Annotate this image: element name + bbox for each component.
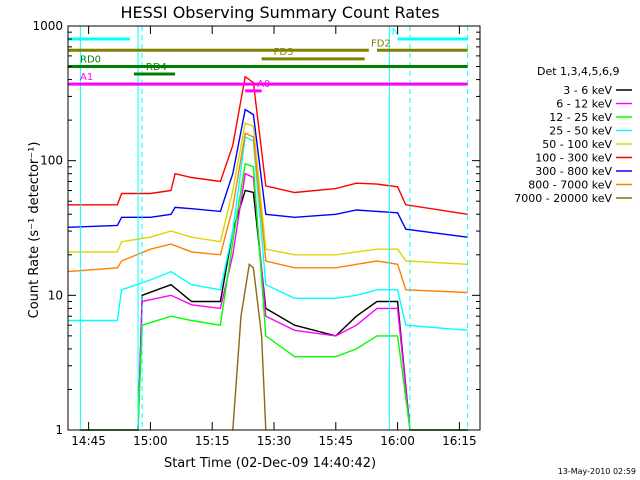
legend-label-8: 7000 - 20000 keV xyxy=(514,192,612,205)
series-line-7 xyxy=(67,132,468,294)
y-tick-label-2: 100 xyxy=(40,154,63,168)
x-tick-label-3: 15:30 xyxy=(257,434,292,448)
flag-label-n: N xyxy=(392,27,399,38)
legend-label-2: 12 - 25 keV xyxy=(549,111,612,124)
series-line-1 xyxy=(80,172,468,431)
markers-layer xyxy=(79,26,469,430)
y-axis-label: Count Rate (s⁻¹ detector⁻¹) xyxy=(27,142,42,319)
timestamp: 13-May-2010 02:59 xyxy=(558,467,636,476)
x-tick-label-1: 15:00 xyxy=(133,434,168,448)
series-line-5 xyxy=(68,75,468,215)
legend-title: Det 1,3,4,5,6,9 xyxy=(537,65,620,78)
series-line-0 xyxy=(80,189,468,431)
plot-frame xyxy=(67,25,481,431)
legend-label-1: 6 - 12 keV xyxy=(556,98,612,111)
x-tick-label-0: 14:45 xyxy=(71,434,106,448)
series-line-4 xyxy=(68,122,468,265)
legend-label-6: 300 - 800 keV xyxy=(535,165,612,178)
legend-label-3: 25 - 50 keV xyxy=(549,125,612,138)
x-tick-label-5: 16:00 xyxy=(380,434,415,448)
axes-layer: 14:45 15:00 15:15 15:30 15:45 16:00 16:15 1 10 10… xyxy=(32,19,481,448)
flag-label-a0: A0 xyxy=(257,79,270,90)
x-tick-label-6: 16:15 xyxy=(442,434,477,448)
flag-label-rd4: RD4 xyxy=(146,62,167,73)
flag-label-a1: A1 xyxy=(80,72,93,83)
y-tick-label-3: 1000 xyxy=(32,19,63,33)
legend-label-7: 800 - 7000 keV xyxy=(528,179,612,192)
legend-label-4: 50 - 100 keV xyxy=(542,138,612,151)
y-tick-label-0: 1 xyxy=(55,423,63,437)
legend-label-5: 100 - 300 keV xyxy=(535,152,612,165)
flag-label-fd2: FD2 xyxy=(371,38,391,49)
series-layer xyxy=(67,75,468,431)
x-axis-label: Start Time (02-Dec-09 14:40:42) xyxy=(164,456,376,471)
y-tick-label-1: 10 xyxy=(48,288,63,302)
series-line-3 xyxy=(68,135,468,331)
series-line-6 xyxy=(67,108,468,238)
series-line-2 xyxy=(80,162,468,431)
chart-title: HESSI Observing Summary Count Rates xyxy=(120,3,439,22)
x-tick-label-4: 15:45 xyxy=(319,434,354,448)
x-tick-label-2: 15:15 xyxy=(195,434,230,448)
legend-label-0: 3 - 6 keV xyxy=(563,84,612,97)
series-line-8 xyxy=(232,262,267,431)
flag-label-rd0: RD0 xyxy=(80,55,101,66)
flag-label-fd3: FD3 xyxy=(274,47,294,58)
